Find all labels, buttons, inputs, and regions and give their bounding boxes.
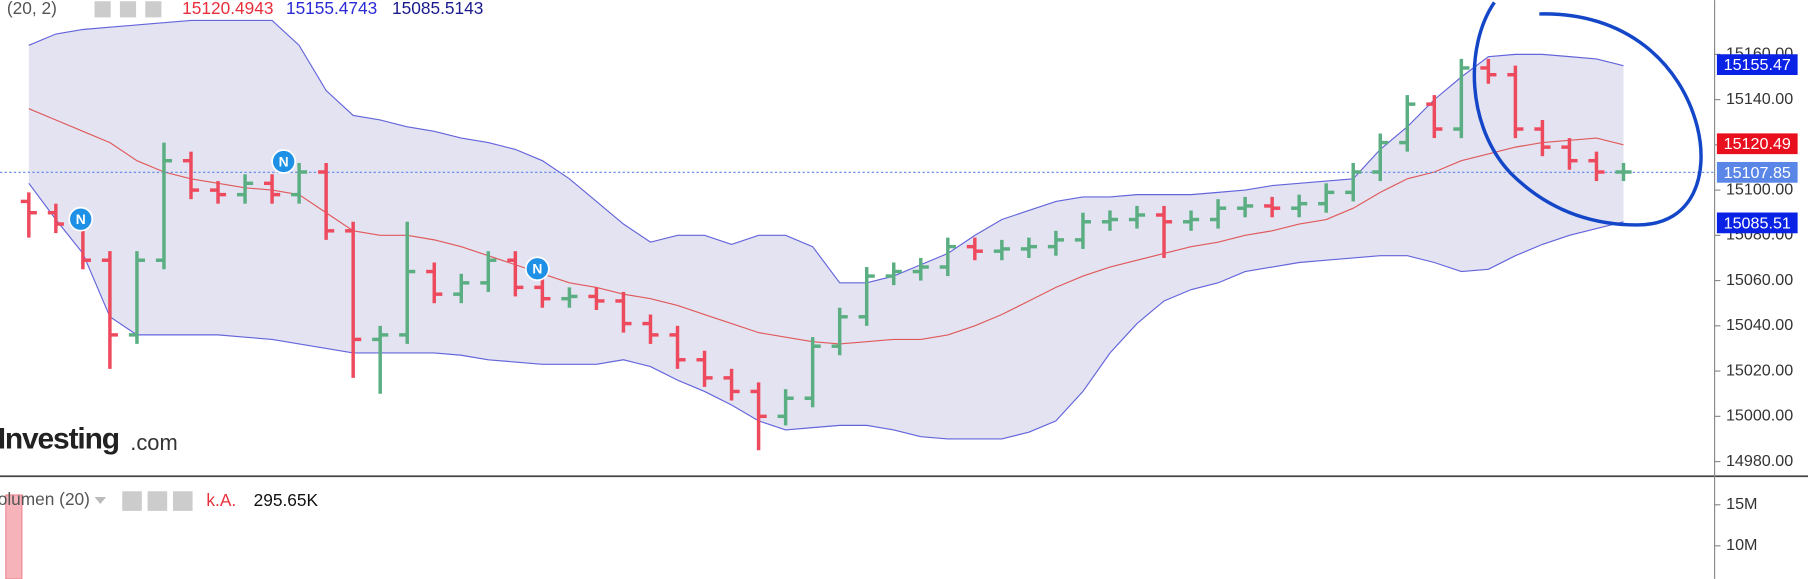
y-tick-label: 15M xyxy=(1726,495,1757,513)
volume-value: 295.65K xyxy=(254,490,319,510)
icon[interactable] xyxy=(122,491,142,511)
icon[interactable] xyxy=(172,491,193,511)
volume-title: olumen (20) xyxy=(0,489,90,509)
price-tag xyxy=(1716,161,1798,183)
icon[interactable] xyxy=(145,1,162,18)
watermark: Investing xyxy=(0,422,119,455)
y-tick-label: 14980.00 xyxy=(1726,452,1793,470)
icon[interactable] xyxy=(147,491,168,511)
volume-panel: 15M 10M xyxy=(5,494,1758,579)
band-upper xyxy=(28,19,1624,284)
price-tag-label: 15107.85 xyxy=(1724,164,1791,182)
news-marker-label: N xyxy=(76,211,86,227)
indicator-value: 15155.4743 xyxy=(286,0,377,18)
band-fill xyxy=(28,20,1624,439)
price-panel: N N N 14980.00 15000.00 15020.00 15040.00 15060… xyxy=(0,0,1808,476)
band-lower xyxy=(28,182,1624,440)
watermark: .com xyxy=(130,430,177,455)
news-marker xyxy=(68,206,94,232)
indicator-label: (20, 2) xyxy=(7,0,57,18)
indicator-value: 15085.5143 xyxy=(392,0,483,18)
price-tag xyxy=(1716,212,1798,234)
y-tick-label: 15100.00 xyxy=(1726,180,1793,198)
news-marker-label: N xyxy=(279,153,289,169)
y-tick-label: 15140.00 xyxy=(1726,90,1793,108)
annotation-circle xyxy=(1472,1,1703,227)
price-tag-label: 15085.51 xyxy=(1724,214,1791,232)
y-tick-label: 10M xyxy=(1726,536,1757,554)
y-tick-label: 15040.00 xyxy=(1726,316,1793,334)
icon[interactable] xyxy=(119,1,137,18)
y-tick-label: 15060.00 xyxy=(1726,271,1793,289)
price-tag-label: 15155.47 xyxy=(1724,56,1791,74)
dropdown-icon[interactable] xyxy=(94,497,107,504)
indicator-value: 15120.4943 xyxy=(182,0,273,18)
news-marker-label: N xyxy=(532,261,542,277)
icon[interactable] xyxy=(94,1,111,18)
y-tick-label: 15000.00 xyxy=(1726,407,1793,425)
y-tick-label: 15020.00 xyxy=(1726,361,1793,379)
axis-bg xyxy=(1715,0,1808,476)
price-tag xyxy=(1716,133,1798,155)
price-tag-label: 15120.49 xyxy=(1724,135,1791,153)
news-marker xyxy=(524,256,550,282)
price-tag xyxy=(1716,54,1798,75)
news-marker xyxy=(271,149,297,174)
volume-status: k.A. xyxy=(206,490,236,510)
